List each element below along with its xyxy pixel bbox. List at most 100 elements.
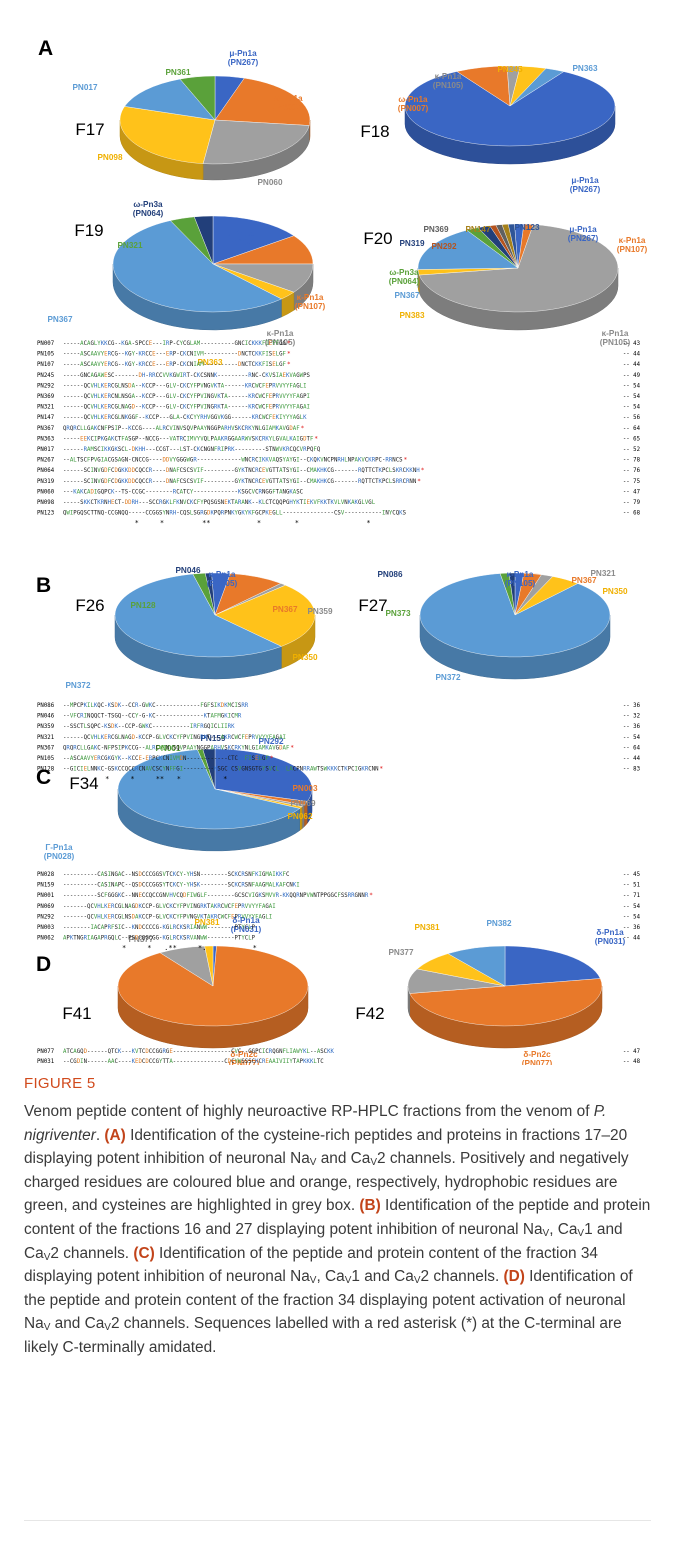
- sequence-residues: -------QCVHLKERCGLNAGDKCCP-GLVCKCYFPVING…: [63, 904, 276, 910]
- sequence-residues: ATCAGQD------QTCK---KVTCDCCGGRGE--------…: [63, 1049, 335, 1055]
- pie-chart-f19: F19 μ-Pn1a(PN267)κ-Pn1a(PN107)κ-Pn1a(PN10…: [47, 200, 325, 367]
- pie-label: Γ-Pn1a: [45, 843, 73, 852]
- sequence-residues: ----------CASINGAC--NSDCCCGGSVTCKCY-YHSN…: [63, 872, 289, 878]
- sequence-name: PN003: [37, 925, 54, 931]
- sequence-length: -- 49: [623, 373, 641, 379]
- pie-slice: [204, 572, 216, 616]
- sequence-length: -- 54: [623, 405, 641, 411]
- pie-label-id: (PN028): [44, 852, 75, 861]
- sequence-residues: --ALTSCFPVGIACGSAGN-CNCCG----DDVYGGGWGR-…: [63, 458, 403, 464]
- amidation-asterisk: *: [270, 755, 274, 762]
- alignment-b: PN086 --MPCPKILKQC-KSDK--CCR-GWKC--------…: [37, 703, 641, 783]
- pie-label: δ-Pn1a: [596, 928, 624, 937]
- pie-label: PN373: [385, 609, 410, 618]
- sequence-length: -- 43: [623, 341, 640, 347]
- panel-letter-b: B: [36, 574, 51, 597]
- pie-title: F42: [355, 1004, 384, 1023]
- pie-slice: [204, 945, 214, 987]
- pie-label: PN062: [287, 812, 312, 821]
- sequence-length: -- 78: [623, 458, 641, 464]
- pie-label: κ-Pn1a: [619, 236, 646, 245]
- pie-label: PN369: [423, 225, 448, 234]
- sequence-residues: --VFCRINQQCT-TSGQ--CCY-G-KC-------------…: [63, 714, 242, 720]
- pie-slice: [419, 573, 611, 658]
- pie-label: PN292: [258, 737, 283, 746]
- sequence-name: PN359: [37, 724, 55, 730]
- caption-fragment: V: [43, 1322, 51, 1334]
- sequence-name: PN105: [37, 352, 54, 358]
- pie-label: ω-Pn1a: [273, 94, 303, 103]
- pie-chart-f20: F20 μ-Pn1a(PN267) κ-Pn1a(PN107)κ-Pn1a(PN10…: [363, 223, 647, 347]
- pie-slice: [202, 748, 216, 790]
- pie-slice: [214, 77, 311, 126]
- pie-label: κ-Pn1a: [267, 329, 294, 338]
- caption-fragment: Identification of the peptide and protei…: [24, 1197, 651, 1238]
- sequence-name: PN031: [37, 1059, 55, 1065]
- sequence-name: PN363: [37, 436, 54, 442]
- pie-label-id: (PN064): [389, 277, 420, 286]
- pie-label: PN245: [497, 65, 522, 74]
- pie-label: PN367: [272, 605, 297, 614]
- caption-fragment: 2 channels. Positively and negatively ch…: [24, 1150, 629, 1215]
- pie-label: κ-Pn1a: [297, 293, 324, 302]
- sequence-residues: QRQRCLLGAKC-NFPSIPKCCG--ALRCVINVSQVPAAYN…: [63, 745, 290, 751]
- pie-label: PN046: [175, 566, 200, 575]
- pie-chart-f41: F41 δ-Pn1a(PN031) δ-Pn2c(PN077) PN377 PN381: [62, 916, 309, 1065]
- pie-label: PN003: [292, 784, 317, 793]
- sequence-name: PN367: [37, 745, 54, 751]
- pie-label: κ-Pn1a: [435, 72, 462, 81]
- pie-slice: [112, 220, 282, 313]
- caption-fragment: .: [95, 1126, 105, 1144]
- sequence-residues: --------IACAPRFSIC--KNDCCCCG-KGLRCKSRIAN…: [63, 925, 256, 931]
- pie-label: PN372: [65, 681, 90, 690]
- amidation-asterisk: *: [417, 478, 421, 485]
- sequence-length: -- 44: [623, 936, 641, 942]
- pie-label-id: (PN267): [570, 185, 601, 194]
- pie-slice: [504, 945, 601, 987]
- sequence-length: -- 83: [623, 767, 640, 773]
- sequence-name: PN086: [37, 703, 55, 709]
- pie-label: δ-Pn2c: [523, 1050, 551, 1059]
- caption-fragment: 1 and Ca: [24, 1220, 623, 1262]
- sequence-name: PN367: [37, 426, 54, 432]
- pie-label: κ-Pn1a: [209, 570, 236, 579]
- sequence-length: -- 36: [623, 925, 641, 931]
- sequence-name: PN369: [37, 394, 55, 400]
- caption-fragment: Identification of the cysteine-rich pept…: [24, 1126, 628, 1168]
- pie-label-id: (PN105): [207, 579, 238, 588]
- sequence-residues: -----SKKCTKRNHECT-DDRH---SCCRGKLFKNVCKCF…: [63, 500, 376, 506]
- caption-fragment: and Ca: [316, 1150, 371, 1168]
- pie-label: μ-Pn1a: [569, 225, 597, 234]
- pie-title: F17: [75, 120, 104, 139]
- pie-slice: [214, 584, 316, 647]
- amidation-asterisk: *: [287, 340, 291, 347]
- pie-label: PN382: [486, 919, 511, 928]
- sequence-length: -- 45: [623, 872, 640, 878]
- amidation-asterisk: *: [421, 467, 425, 474]
- caption-fragment: (C): [133, 1244, 155, 1262]
- pie-chart-f26: F26 κ-Pn1a(PN105) PN367 PN359 PN350 PN372 PN12…: [65, 566, 332, 690]
- pie-label: PN363: [572, 64, 597, 73]
- pie-slice: [193, 215, 214, 265]
- sequence-name: PN321: [37, 735, 55, 741]
- sequence-length: -- 51: [623, 883, 641, 889]
- figure-caption: Venom peptide content of highly neuroact…: [24, 1100, 656, 1360]
- pie-label: PN098: [97, 153, 122, 162]
- panel-letter-d: D: [36, 953, 51, 976]
- sequence-name: PN105: [37, 756, 54, 762]
- sequence-residues: --GICIELNNKC-GSKCCQCCRCNAVCSCYNFFGI-----…: [63, 767, 379, 773]
- sequence-residues: -----ASCAAVYERCG--KGY-KRCCE---ERP-CKCNIV…: [63, 352, 287, 358]
- pie-label: PN359: [307, 607, 332, 616]
- pie-label: PN147: [465, 225, 490, 234]
- sequence-length: -- 54: [623, 735, 641, 741]
- pie-slice: [508, 572, 516, 616]
- sequence-name: PN060: [37, 489, 55, 495]
- pie-title: F34: [69, 774, 98, 793]
- sequence-length: -- 47: [623, 1049, 640, 1055]
- pie-label-id: (PN267): [225, 238, 256, 247]
- alignment-a: PN007 -----ACAGLYKKCG--KGA-SPCCE---IRP-CY…: [37, 340, 641, 527]
- sequence-name: PN107: [37, 362, 54, 368]
- pie-label-id: (PN267): [228, 58, 259, 67]
- pie-label-id: (PN031): [231, 925, 262, 934]
